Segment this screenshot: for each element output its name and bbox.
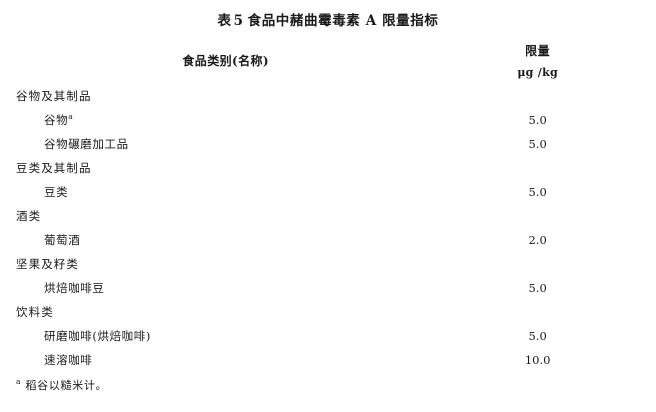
item-label-cell: 豆类 — [16, 180, 435, 204]
footnote-marker-icon: a — [68, 112, 73, 122]
item-value: 5.0 — [528, 185, 547, 199]
item-value: 5.0 — [528, 329, 547, 343]
group-name: 饮料类 — [16, 305, 54, 319]
limits-table-body: 食品类别(名称) 限量 μg /kg 谷物及其制品 谷物a — [16, 37, 640, 397]
item-value: 5.0 — [528, 281, 547, 295]
group-label-cell: 酒类 — [16, 204, 435, 228]
table-row: 酒类 — [16, 204, 640, 228]
item-name: 豆类 — [44, 185, 69, 199]
table-row: 葡萄酒 2.0 — [16, 228, 640, 252]
item-label-cell: 谷物a — [16, 108, 435, 132]
group-value-cell — [435, 84, 640, 108]
table-row: 速溶咖啡 10.0 — [16, 348, 640, 372]
limits-table: 食品类别(名称) 限量 μg /kg 谷物及其制品 谷物a — [16, 37, 640, 397]
table-title-prefix: 表 — [217, 13, 232, 29]
item-value: 2.0 — [528, 233, 547, 247]
table-row: 饮料类 — [16, 300, 640, 324]
table-title: 表 5 食品中赭曲霉毒素 A 限量指标 — [0, 9, 656, 29]
group-name: 酒类 — [16, 209, 42, 223]
item-name: 研磨咖啡(烘焙咖啡) — [44, 329, 151, 343]
group-value-cell — [435, 204, 640, 228]
item-label-cell: 速溶咖啡 — [16, 348, 435, 372]
item-value: 5.0 — [528, 137, 547, 151]
group-name: 豆类及其制品 — [16, 161, 92, 175]
item-name: 谷物 — [44, 113, 69, 127]
table-header-row: 食品类别(名称) 限量 μg /kg — [16, 37, 640, 84]
item-name: 葡萄酒 — [44, 233, 81, 247]
group-value-cell — [435, 252, 640, 276]
group-label-cell: 豆类及其制品 — [16, 156, 435, 180]
table-title-text: 食品中赭曲霉毒素 A 限量指标 — [247, 13, 439, 29]
header-limit: 限量 μg /kg — [435, 37, 640, 84]
table-row: 谷物及其制品 — [16, 84, 640, 108]
item-label-cell: 葡萄酒 — [16, 228, 435, 252]
table-row: 谷物a 5.0 — [16, 108, 640, 132]
group-label-cell: 坚果及籽类 — [16, 252, 435, 276]
group-value-cell — [435, 156, 640, 180]
table-row: 研磨咖啡(烘焙咖啡) 5.0 — [16, 324, 640, 348]
table-footnote-row: a 稻谷以糙米计。 — [16, 372, 640, 397]
table-title-number: 5 — [233, 13, 244, 29]
group-name: 坚果及籽类 — [16, 257, 79, 271]
group-name: 谷物及其制品 — [16, 89, 92, 103]
header-limit-unit: μg /kg — [517, 66, 559, 79]
group-value-cell — [435, 300, 640, 324]
table-row: 坚果及籽类 — [16, 252, 640, 276]
table-row: 豆类及其制品 — [16, 156, 640, 180]
footnote-cell: a 稻谷以糙米计。 — [16, 372, 640, 397]
header-limit-label: 限量 — [525, 44, 551, 58]
limits-table-container: 食品类别(名称) 限量 μg /kg 谷物及其制品 谷物a — [16, 37, 640, 397]
item-label-cell: 研磨咖啡(烘焙咖啡) — [16, 324, 435, 348]
item-name: 速溶咖啡 — [44, 353, 93, 367]
item-name: 谷物碾磨加工品 — [44, 137, 129, 151]
item-name: 烘焙咖啡豆 — [44, 281, 105, 295]
item-label-cell: 烘焙咖啡豆 — [16, 276, 435, 300]
item-value: 5.0 — [528, 113, 547, 127]
group-label-cell: 饮料类 — [16, 300, 435, 324]
item-label-cell: 谷物碾磨加工品 — [16, 132, 435, 156]
header-category: 食品类别(名称) — [182, 54, 269, 68]
footnote-marker-icon: a — [16, 376, 21, 386]
item-value: 10.0 — [524, 353, 551, 367]
group-label-cell: 谷物及其制品 — [16, 84, 435, 108]
table-row: 豆类 5.0 — [16, 180, 640, 204]
table-row: 烘焙咖啡豆 5.0 — [16, 276, 640, 300]
table-row: 谷物碾磨加工品 5.0 — [16, 132, 640, 156]
footnote-text: 稻谷以糙米计。 — [25, 378, 108, 392]
